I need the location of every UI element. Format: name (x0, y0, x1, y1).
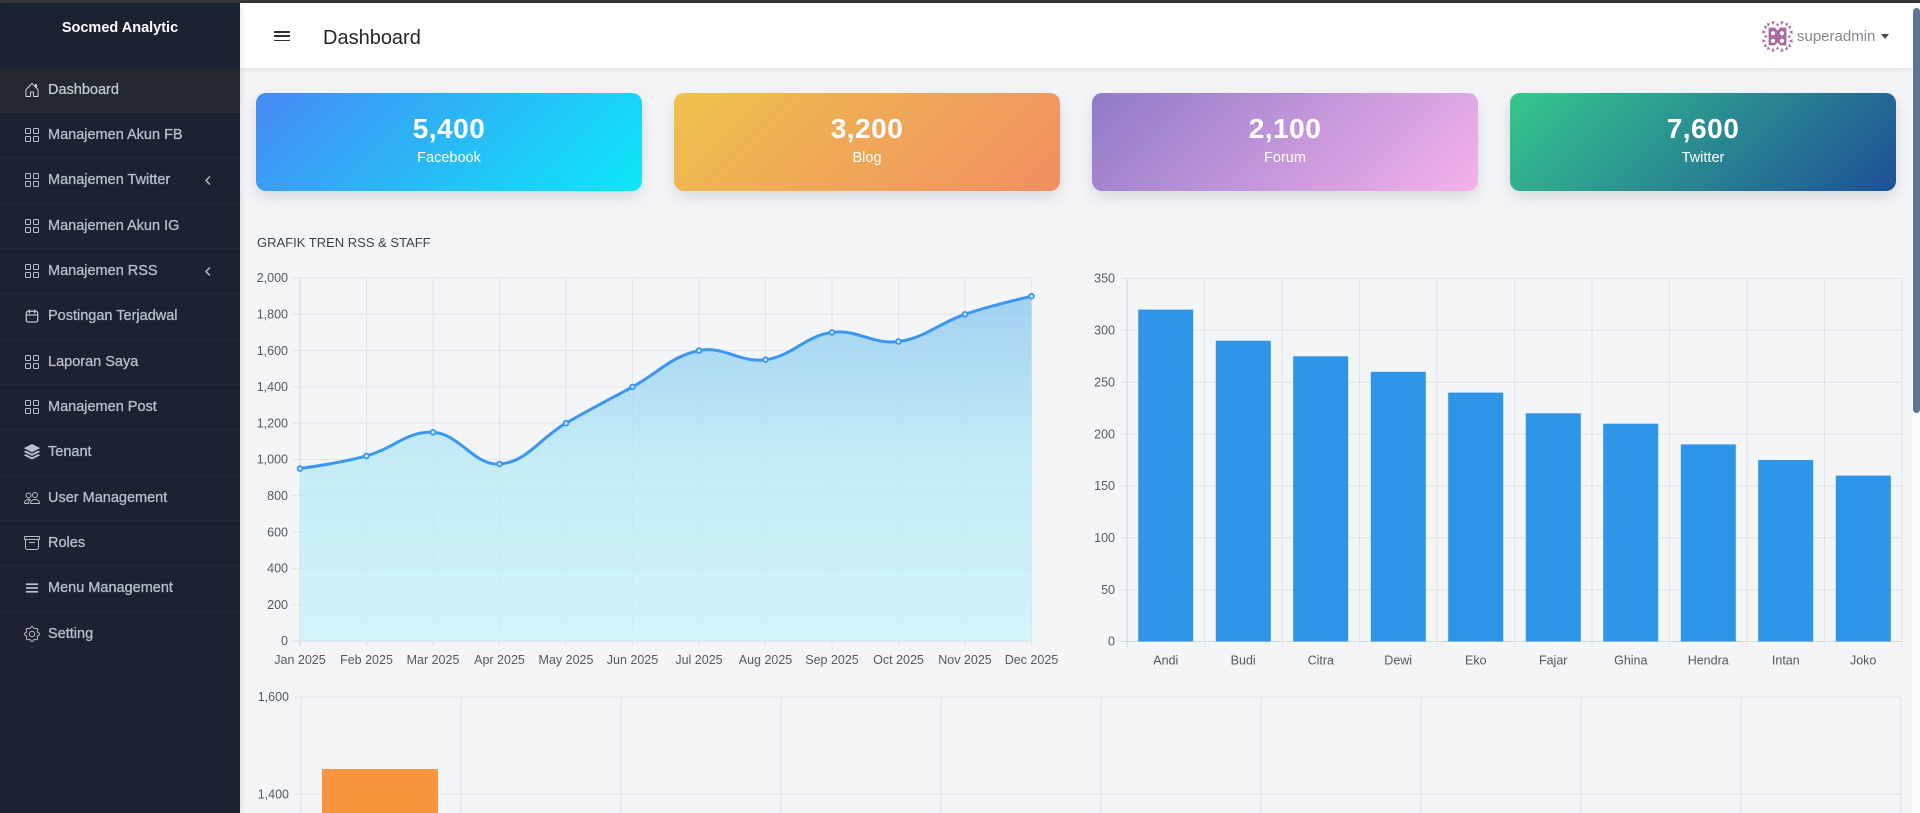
svg-text:Budi: Budi (1231, 654, 1256, 668)
svg-text:350: 350 (1094, 272, 1115, 286)
svg-text:1,800: 1,800 (257, 308, 288, 322)
svg-text:Jan 2025: Jan 2025 (274, 653, 325, 667)
svg-text:Oct 2025: Oct 2025 (873, 653, 924, 667)
svg-text:250: 250 (1094, 375, 1115, 389)
svg-text:200: 200 (1094, 427, 1115, 441)
svg-text:1,600: 1,600 (257, 344, 288, 358)
svg-text:Joko: Joko (1850, 654, 1876, 668)
svg-text:Intan: Intan (1772, 654, 1800, 668)
svg-text:Citra: Citra (1308, 654, 1334, 668)
svg-text:1,400: 1,400 (257, 380, 288, 394)
svg-text:1,600: 1,600 (258, 690, 289, 704)
svg-text:Hendra: Hendra (1688, 654, 1729, 668)
svg-text:Feb 2025: Feb 2025 (340, 653, 393, 667)
svg-text:Nov 2025: Nov 2025 (938, 653, 992, 667)
svg-text:0: 0 (1108, 635, 1115, 649)
svg-text:100: 100 (1094, 531, 1115, 545)
svg-text:Jul 2025: Jul 2025 (675, 653, 722, 667)
svg-text:Dec 2025: Dec 2025 (1005, 653, 1059, 667)
svg-text:Andi: Andi (1153, 654, 1178, 668)
svg-text:800: 800 (267, 489, 288, 503)
svg-text:Aug 2025: Aug 2025 (739, 653, 793, 667)
svg-text:1,000: 1,000 (257, 453, 288, 467)
svg-text:Ghina: Ghina (1614, 654, 1647, 668)
svg-text:Apr 2025: Apr 2025 (474, 653, 525, 667)
svg-text:400: 400 (267, 562, 288, 576)
svg-text:May 2025: May 2025 (539, 653, 594, 667)
svg-text:2,000: 2,000 (257, 271, 288, 285)
svg-text:Jun 2025: Jun 2025 (607, 653, 658, 667)
svg-text:Eko: Eko (1465, 654, 1487, 668)
svg-text:Sep 2025: Sep 2025 (805, 653, 859, 667)
svg-text:Dewi: Dewi (1384, 654, 1412, 668)
svg-text:150: 150 (1094, 479, 1115, 493)
svg-text:Mar 2025: Mar 2025 (407, 653, 460, 667)
svg-text:300: 300 (1094, 324, 1115, 338)
svg-text:1,200: 1,200 (257, 416, 288, 430)
svg-text:50: 50 (1101, 583, 1115, 597)
svg-text:1,400: 1,400 (258, 788, 289, 802)
svg-text:Fajar: Fajar (1539, 654, 1567, 668)
svg-text:200: 200 (267, 598, 288, 612)
svg-text:0: 0 (281, 634, 288, 648)
svg-text:600: 600 (267, 525, 288, 539)
